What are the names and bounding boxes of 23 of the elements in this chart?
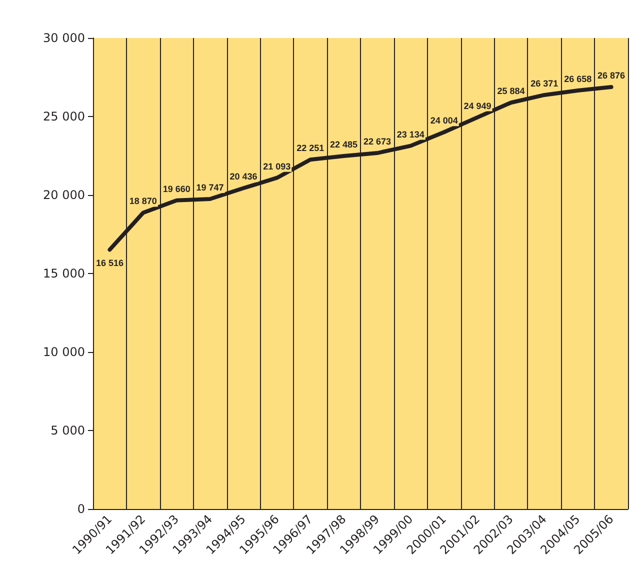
- data-label: 20 436: [230, 172, 258, 182]
- y-tick-label: 30 000: [43, 31, 85, 45]
- data-label: 22 485: [330, 139, 358, 150]
- data-label: 26 658: [564, 74, 592, 84]
- data-label: 26 876: [598, 70, 626, 81]
- data-label: 16 516: [96, 258, 124, 268]
- data-label: 25 884: [497, 86, 525, 96]
- data-label: 22 673: [363, 136, 391, 147]
- data-label: 24 949: [464, 100, 492, 111]
- data-label: 22 251: [296, 143, 324, 154]
- y-tick-label: 0: [77, 502, 85, 516]
- data-label: 19 747: [196, 182, 224, 192]
- data-label: 24 004: [430, 116, 458, 126]
- data-label: 19 660: [162, 184, 190, 194]
- y-tick-label: 25 000: [43, 110, 85, 124]
- y-tick-label: 20 000: [43, 188, 85, 202]
- y-tick-label: 10 000: [43, 345, 85, 359]
- data-label: 23 134: [396, 129, 424, 140]
- data-label: 26 371: [530, 78, 558, 88]
- data-label: 21 093: [263, 161, 291, 172]
- y-tick-label: 15 000: [43, 266, 85, 280]
- data-label: 18 870: [129, 196, 157, 206]
- y-tick-label: 5 000: [50, 424, 85, 438]
